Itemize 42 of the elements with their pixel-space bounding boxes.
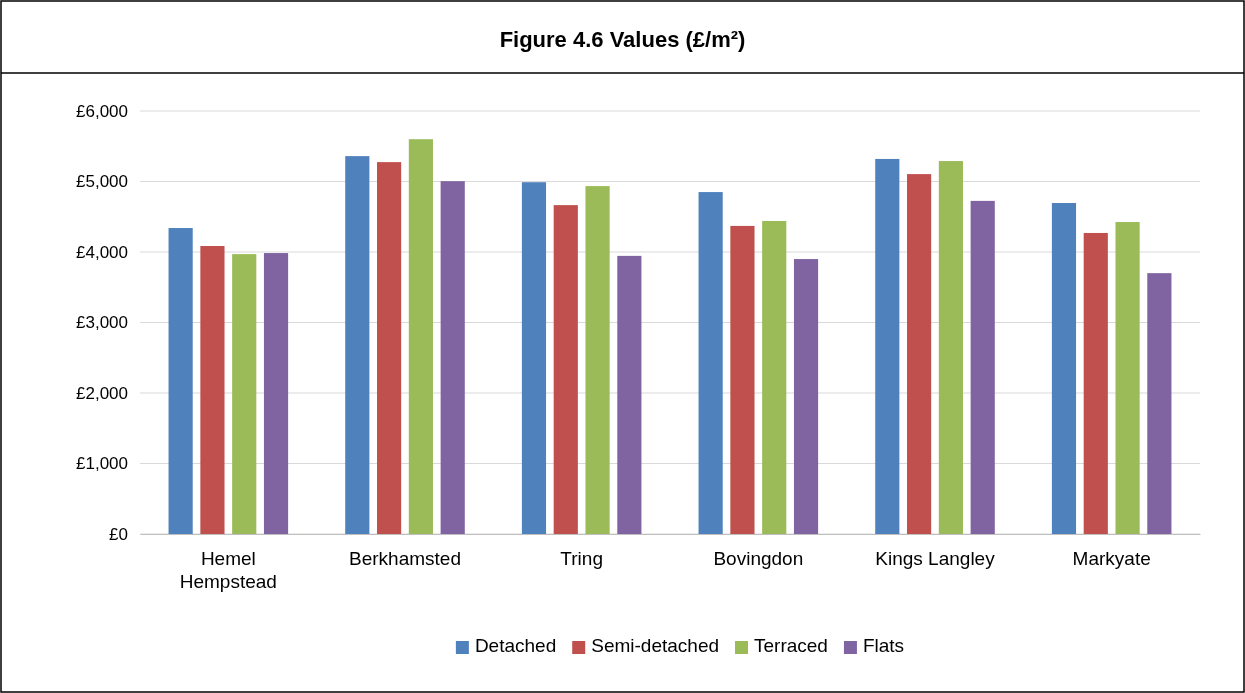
- x-tick-label: Hemel Hempstead: [179, 548, 277, 593]
- bar: [970, 200, 995, 534]
- y-tick-label: £3,000: [76, 313, 128, 333]
- legend-label: Semi-detached: [591, 635, 720, 656]
- x-tick-label: Bovingdon: [713, 548, 804, 570]
- bar: [585, 186, 610, 534]
- bar: [200, 246, 225, 534]
- bar: [1115, 222, 1140, 534]
- bar: [345, 156, 370, 534]
- bar: [168, 228, 193, 534]
- y-tick-label: £2,000: [76, 383, 128, 403]
- legend-label: Flats: [862, 635, 905, 656]
- bar: [875, 158, 900, 534]
- y-tick-label: £0: [109, 524, 128, 544]
- bar: [408, 139, 433, 534]
- bar: [762, 220, 787, 534]
- bar: [1083, 232, 1108, 534]
- bar: [263, 253, 289, 534]
- y-tick-label: £5,000: [76, 172, 128, 192]
- y-tick-label: £6,000: [76, 101, 128, 121]
- chart-title: Figure 4.6 Values (£/m²): [499, 27, 746, 52]
- bar: [698, 192, 723, 534]
- bar: [793, 259, 819, 534]
- bar: [521, 182, 547, 534]
- x-tick-label: Kings Langley: [875, 548, 996, 570]
- bar: [730, 225, 755, 534]
- bar: [617, 255, 642, 534]
- bar: [553, 205, 578, 534]
- x-tick-label: Tring: [560, 548, 603, 570]
- bar: [1147, 273, 1172, 534]
- x-tick-label: Markyate: [1072, 548, 1151, 570]
- bar: [440, 181, 465, 534]
- legend-label: Terraced: [754, 635, 828, 656]
- bar: [377, 162, 402, 534]
- y-tick-label: £4,000: [76, 242, 128, 262]
- bar: [938, 161, 963, 534]
- bar: [1051, 203, 1077, 534]
- bar: [907, 174, 932, 534]
- bar: [232, 254, 257, 534]
- legend-label: Detached: [474, 635, 557, 656]
- y-tick-label: £1,000: [76, 454, 128, 474]
- x-tick-label: Berkhamsted: [349, 548, 461, 570]
